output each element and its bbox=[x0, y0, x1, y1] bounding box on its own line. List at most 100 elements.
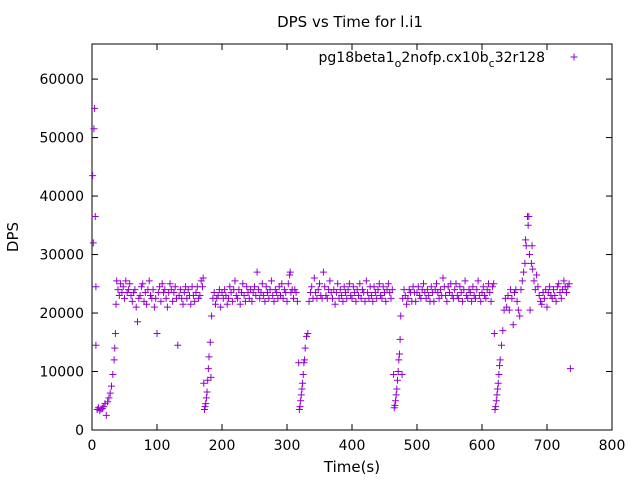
data-point bbox=[504, 291, 512, 299]
data-point bbox=[191, 297, 199, 305]
data-point bbox=[111, 330, 119, 337]
x-tick-label: 300 bbox=[274, 438, 301, 454]
data-point bbox=[474, 277, 482, 285]
data-point bbox=[455, 294, 463, 302]
data-point bbox=[537, 297, 544, 305]
data-point bbox=[132, 303, 140, 311]
data-point bbox=[442, 291, 450, 299]
data-point bbox=[377, 291, 385, 299]
data-point bbox=[204, 376, 212, 384]
data-point bbox=[171, 283, 179, 291]
data-point bbox=[279, 294, 287, 302]
data-point bbox=[416, 291, 424, 299]
data-point bbox=[261, 297, 269, 305]
data-point bbox=[200, 406, 208, 414]
data-point bbox=[486, 289, 494, 297]
data-point bbox=[338, 291, 346, 299]
data-point bbox=[528, 242, 536, 250]
data-point bbox=[494, 385, 502, 393]
data-point bbox=[131, 286, 139, 294]
data-point bbox=[505, 306, 513, 314]
data-point bbox=[196, 291, 204, 299]
data-point bbox=[217, 303, 225, 311]
data-point bbox=[439, 274, 447, 282]
x-tick-label: 400 bbox=[339, 438, 366, 454]
data-point bbox=[137, 283, 145, 291]
data-point bbox=[565, 280, 573, 288]
data-point bbox=[530, 277, 538, 285]
data-point bbox=[459, 297, 466, 305]
data-point bbox=[495, 370, 503, 378]
chart-title: DPS vs Time for l.i1 bbox=[277, 13, 423, 31]
data-point bbox=[319, 268, 327, 276]
data-point bbox=[425, 291, 433, 299]
data-point bbox=[394, 368, 402, 376]
data-point bbox=[105, 394, 113, 402]
data-point bbox=[278, 280, 286, 288]
data-point bbox=[298, 385, 306, 393]
data-point bbox=[111, 344, 119, 352]
data-point bbox=[170, 289, 178, 297]
data-point bbox=[534, 283, 542, 291]
data-point bbox=[370, 283, 378, 291]
data-point bbox=[553, 283, 561, 291]
data-point bbox=[538, 300, 546, 308]
data-point bbox=[213, 294, 221, 302]
data-point bbox=[208, 312, 216, 320]
data-point bbox=[560, 277, 568, 285]
data-point bbox=[331, 300, 339, 308]
data-point bbox=[187, 300, 195, 308]
data-point bbox=[322, 291, 330, 299]
data-point bbox=[361, 297, 369, 305]
data-points bbox=[89, 104, 574, 419]
data-point bbox=[412, 297, 420, 305]
data-point bbox=[236, 300, 244, 308]
x-tick-label: 200 bbox=[209, 438, 236, 454]
data-point bbox=[382, 297, 390, 305]
data-point bbox=[550, 286, 557, 294]
data-point bbox=[329, 294, 336, 302]
data-point bbox=[223, 300, 231, 308]
data-point bbox=[149, 286, 157, 294]
x-tick-label: 800 bbox=[599, 438, 626, 454]
data-point bbox=[314, 286, 322, 294]
data-point bbox=[147, 291, 154, 299]
data-point bbox=[269, 291, 277, 299]
data-point bbox=[516, 312, 524, 320]
data-point bbox=[108, 382, 115, 390]
y-tick-label: 30000 bbox=[39, 248, 84, 264]
data-point bbox=[228, 297, 236, 305]
data-point bbox=[465, 286, 473, 294]
data-point bbox=[321, 283, 329, 291]
data-point bbox=[201, 403, 209, 411]
data-point bbox=[336, 286, 344, 294]
data-point bbox=[199, 274, 207, 282]
data-point bbox=[297, 397, 305, 405]
data-point bbox=[552, 297, 560, 305]
data-point bbox=[332, 289, 340, 297]
data-point bbox=[490, 280, 498, 288]
data-point bbox=[496, 362, 504, 370]
data-point bbox=[106, 389, 114, 397]
data-point bbox=[126, 280, 134, 288]
data-point bbox=[358, 286, 366, 294]
data-point bbox=[212, 300, 219, 308]
data-point bbox=[226, 283, 234, 291]
data-point bbox=[297, 391, 305, 399]
data-point bbox=[513, 297, 521, 305]
legend-label: pg18beta1o2nofp.cx10bc32r128 bbox=[319, 50, 545, 70]
x-axis-ticks: 0 100 200 300 400 500 600 700 800 bbox=[88, 44, 626, 454]
data-point bbox=[452, 280, 460, 288]
y-tick-label: 0 bbox=[75, 423, 84, 439]
data-point bbox=[369, 297, 377, 305]
data-point bbox=[345, 280, 353, 288]
data-point bbox=[232, 291, 240, 299]
plot-border bbox=[91, 43, 613, 431]
data-point bbox=[533, 271, 541, 279]
data-point bbox=[192, 289, 200, 297]
data-point bbox=[397, 312, 405, 320]
x-tick-label: 600 bbox=[469, 438, 496, 454]
data-point bbox=[451, 286, 459, 294]
data-point bbox=[256, 294, 264, 302]
data-point bbox=[119, 283, 127, 291]
